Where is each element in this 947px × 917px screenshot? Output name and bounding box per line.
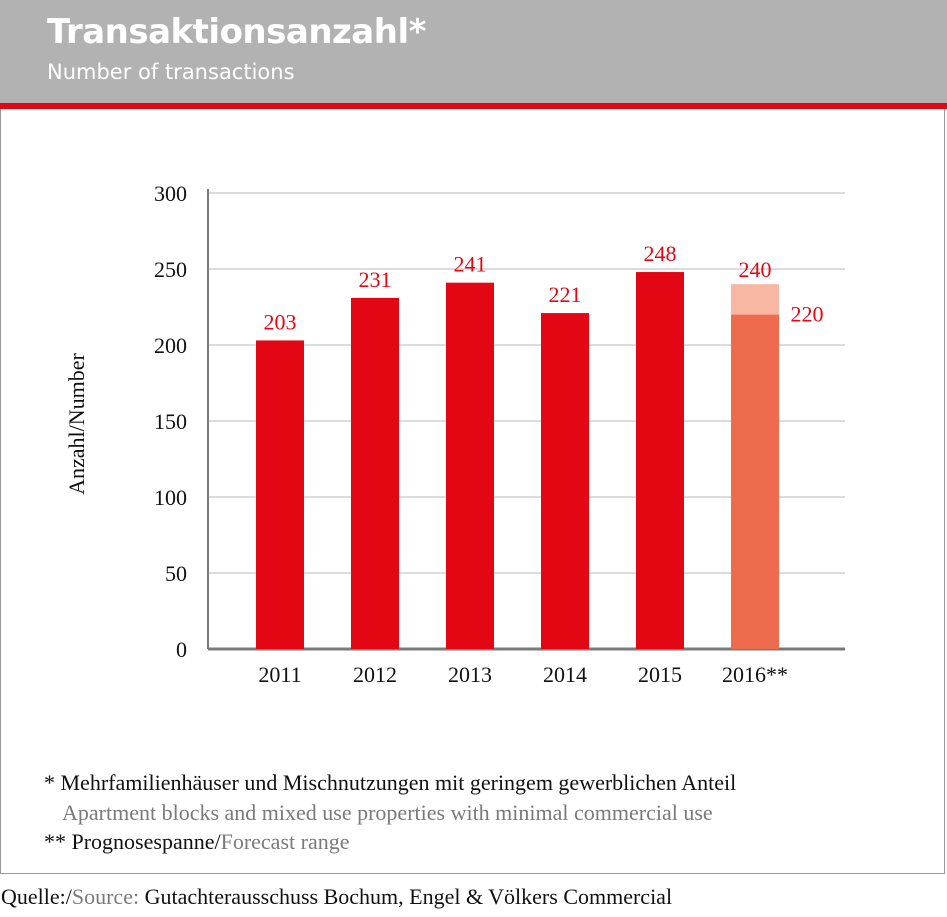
forecast-range-bar	[731, 284, 779, 315]
y-tick-label: 300	[154, 181, 187, 206]
x-tick-label: 2016**	[722, 662, 788, 687]
footnote-1: * Mehrfamilienhäuser und Mischnutzungen …	[44, 770, 737, 795]
chart-subtitle: Number of transactions	[47, 60, 295, 84]
bar	[256, 340, 304, 649]
forecast-low-label: 220	[791, 302, 824, 327]
x-tick-label: 2012	[353, 662, 397, 687]
y-axis-title: Anzahl/Number	[64, 352, 89, 494]
bar-value-label: 248	[644, 241, 677, 266]
footnote-2-de: ** Prognosespanne/	[44, 829, 221, 854]
footnote-1-english: Apartment blocks and mixed use propertie…	[62, 800, 713, 825]
header-bar: Transaktionsanzahl* Number of transactio…	[0, 0, 947, 103]
x-tick-label: 2015	[638, 662, 682, 687]
bar-value-label: 221	[549, 282, 582, 307]
source-text: Gutachterausschuss Bochum, Engel & Völke…	[139, 884, 673, 909]
x-tick-label: 2013	[448, 662, 492, 687]
forecast-high-label: 240	[739, 257, 772, 282]
chart-frame	[0, 109, 945, 874]
y-tick-label: 100	[154, 485, 187, 510]
x-tick-label: 2014	[543, 662, 587, 687]
bar	[351, 297, 399, 649]
footnote-2: ** Prognosespanne/Forecast range	[44, 829, 349, 855]
source-line: Quelle:/Source: Gutachterausschuss Bochu…	[1, 884, 672, 910]
y-tick-label: 200	[154, 333, 187, 358]
bar-value-label: 231	[359, 267, 392, 292]
header-accent-line	[0, 103, 947, 109]
bar-value-label: 203	[264, 309, 297, 334]
forecast-low-bar	[731, 314, 779, 649]
y-tick-label: 150	[154, 409, 187, 434]
y-tick-label: 50	[165, 561, 187, 586]
chart-title: Transaktionsanzahl*	[47, 12, 426, 52]
bar	[446, 282, 494, 649]
source-label-en: Source:	[71, 884, 140, 909]
bar	[636, 272, 684, 649]
bar-value-label: 241	[454, 252, 487, 277]
x-tick-label: 2011	[258, 662, 301, 687]
footnote-2-en: Forecast range	[220, 829, 350, 854]
source-label: Quelle:/	[1, 884, 72, 909]
y-tick-label: 250	[154, 257, 187, 282]
bar	[541, 313, 589, 649]
y-tick-label: 0	[176, 637, 187, 662]
